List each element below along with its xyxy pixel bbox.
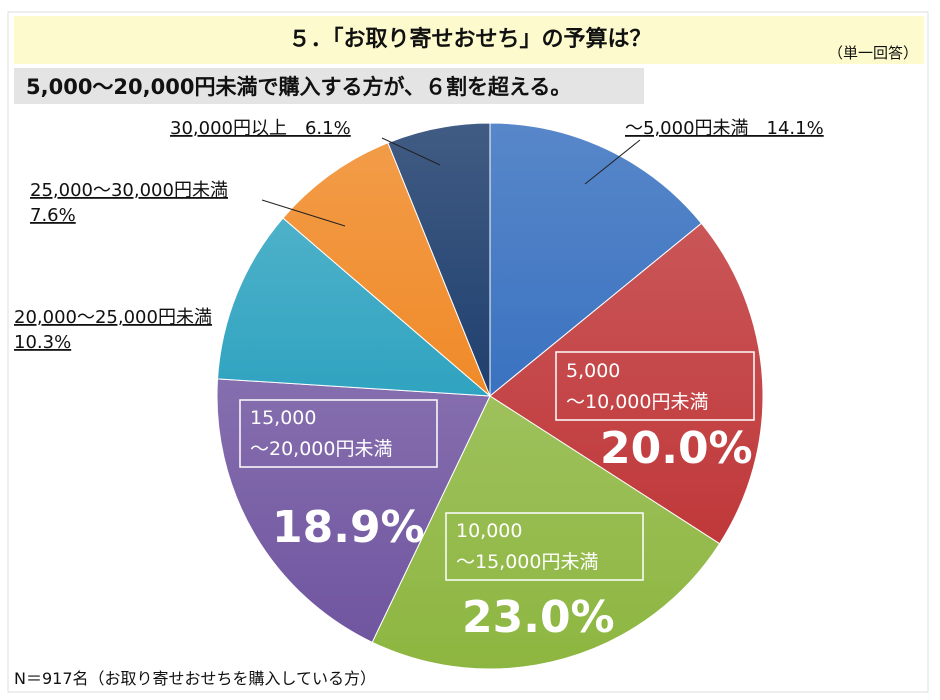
title: ５．「お取り寄せおせち」の予算は？ <box>288 26 651 52</box>
label-box <box>445 512 644 581</box>
pie-slice-7 <box>387 122 491 397</box>
label-10000-15000-2: ～15,000円未満 <box>456 551 598 573</box>
leader-line <box>584 139 641 185</box>
pct-15000-20000: 18.9% <box>272 502 425 553</box>
title-banner <box>14 16 924 64</box>
subtitle: 5,000～20,000円未満で購入する方が、６割を超える。 <box>26 75 571 99</box>
pct-25000-30000: 7.6% <box>30 205 76 226</box>
label-box <box>239 399 438 468</box>
leader-line <box>381 137 441 166</box>
pie-slice-3 <box>371 395 721 670</box>
answer-type-note: （単一回答） <box>828 44 918 62</box>
label-15000-20000: 15,000 <box>250 407 316 429</box>
pie-slice-5 <box>217 217 492 397</box>
label-10000-15000: 10,000 <box>456 520 522 542</box>
label-25000-30000: 25,000～30,000円未満 <box>30 180 228 201</box>
label-box <box>555 351 755 421</box>
pie-slice-1 <box>489 122 703 398</box>
pie-slice-6 <box>282 142 491 397</box>
pct-10000-15000: 23.0% <box>462 592 615 643</box>
subtitle-banner <box>14 68 644 104</box>
label-5000-10000-2: ～10,000円未満 <box>566 391 708 413</box>
label-under-5000: ～5,000円未満 14.1% <box>625 118 824 139</box>
label-over-30000: 30,000円以上 6.1% <box>170 118 351 139</box>
pct-5000-10000: 20.0% <box>600 423 753 474</box>
slide-border <box>7 11 929 693</box>
label-5000-10000: 5,000 <box>566 360 620 382</box>
label-20000-25000: 20,000～25,000円未満 <box>14 307 212 328</box>
pie-slice-4 <box>216 378 491 643</box>
sample-note: N＝917名（お取り寄せおせちを購入している方） <box>14 669 376 688</box>
leader-line <box>261 199 346 227</box>
pct-20000-25000: 10.3% <box>14 332 71 353</box>
pie-slice-2 <box>489 222 764 545</box>
label-15000-20000-2: ～20,000円未満 <box>250 438 392 460</box>
